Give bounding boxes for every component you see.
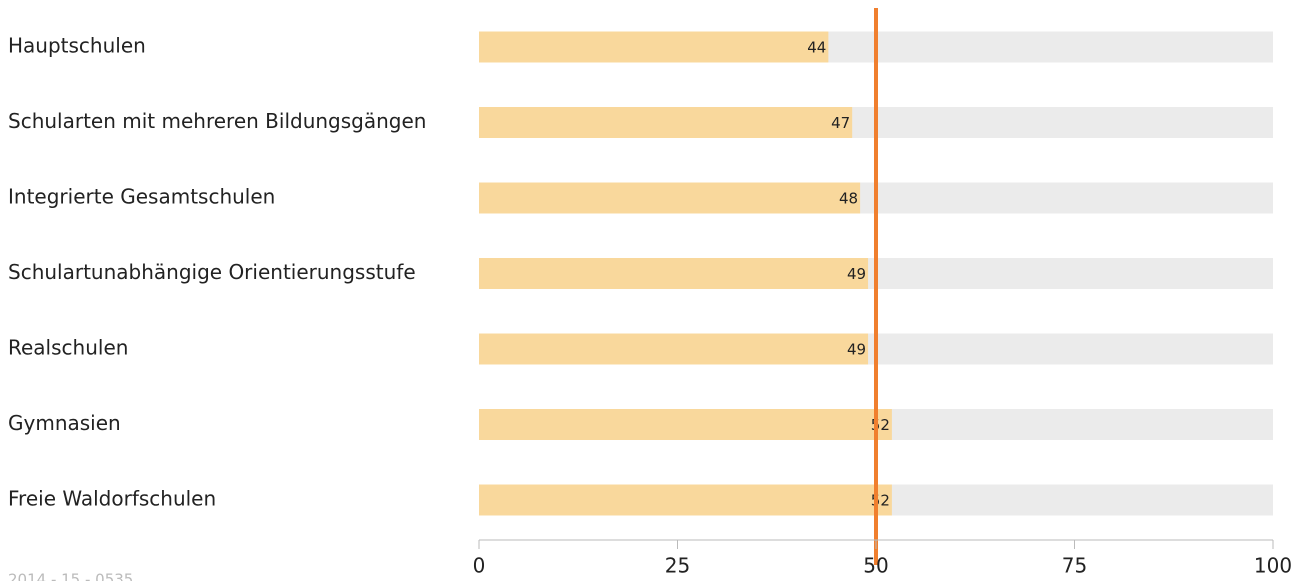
- x-tick-label: 100: [1254, 554, 1292, 578]
- bar: [479, 484, 892, 516]
- category-label: Schulartunabhängige Orientierungsstufe: [8, 260, 416, 284]
- footnote: 2014 - 15 - 0535: [8, 571, 133, 581]
- bar: [479, 107, 853, 138]
- x-tick-label: 25: [665, 554, 690, 578]
- bar: [479, 333, 869, 365]
- category-label: Gymnasien: [8, 411, 121, 435]
- category-label: Realschulen: [8, 336, 128, 360]
- bar: [479, 31, 829, 63]
- data-label: 52: [871, 416, 890, 434]
- bar: [479, 258, 869, 289]
- data-label: 44: [807, 39, 826, 57]
- data-label: 48: [839, 190, 858, 208]
- x-tick-label: 50: [863, 554, 888, 578]
- data-label: 49: [847, 341, 866, 359]
- category-label: Schularten mit mehreren Bildungsgängen: [8, 109, 426, 133]
- category-label: Hauptschulen: [8, 34, 146, 58]
- category-label: Freie Waldorfschulen: [8, 487, 216, 511]
- data-label: 52: [871, 492, 890, 510]
- bar: [479, 409, 892, 440]
- data-label: 49: [847, 265, 866, 283]
- x-tick-label: 75: [1062, 554, 1087, 578]
- data-label: 47: [831, 114, 850, 132]
- x-tick-label: 0: [473, 554, 486, 578]
- category-label: Integrierte Gesamtschulen: [8, 185, 275, 209]
- bar: [479, 182, 861, 214]
